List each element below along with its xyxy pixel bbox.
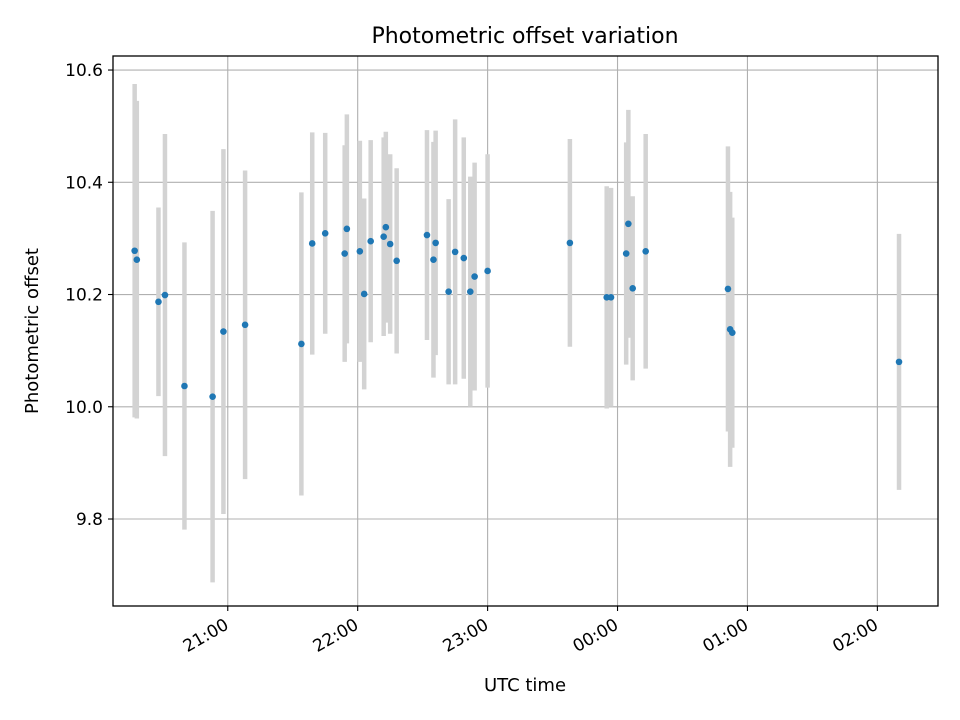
grid-lines — [113, 56, 938, 606]
data-point — [466, 288, 474, 296]
x-tick-label: 23:00 — [440, 615, 492, 657]
y-axis-label: Photometric offset — [22, 248, 43, 414]
data-point — [131, 247, 138, 255]
y-tick-label: 10.6 — [65, 61, 103, 81]
data-point — [471, 273, 478, 280]
data-point — [181, 382, 188, 390]
chart-title: Photometric offset variation — [371, 24, 678, 49]
x-axis-ticks: 21:00 22:00 23:00 00:00 01:00 02:00 — [180, 606, 882, 657]
data-point — [728, 329, 736, 336]
data-point — [209, 393, 216, 400]
error-bars — [132, 84, 902, 583]
data-point — [133, 256, 141, 264]
data-point — [423, 231, 431, 239]
data-point — [161, 291, 169, 299]
data-point — [155, 298, 162, 306]
data-point — [460, 254, 468, 262]
data-point — [484, 267, 491, 275]
data-point — [360, 290, 368, 298]
data-point — [341, 250, 348, 257]
x-tick-label: 21:00 — [180, 615, 232, 657]
data-points — [131, 220, 903, 400]
data-point — [607, 294, 615, 301]
y-tick-label: 10.0 — [65, 398, 103, 418]
x-tick-label: 02:00 — [829, 615, 881, 657]
data-point — [367, 237, 374, 245]
data-point — [343, 225, 351, 233]
data-point — [220, 328, 227, 335]
data-point — [625, 220, 632, 228]
x-tick-label: 01:00 — [700, 615, 752, 657]
plot-frame — [112, 55, 939, 607]
data-point — [432, 239, 439, 247]
x-axis-label: UTC time — [484, 675, 566, 696]
data-point — [642, 248, 649, 255]
data-point — [298, 340, 305, 348]
y-tick-label: 10.2 — [65, 286, 103, 306]
data-point — [321, 230, 329, 237]
data-point — [629, 285, 636, 292]
data-point — [386, 240, 394, 248]
data-point — [895, 358, 903, 366]
data-point — [445, 288, 452, 296]
data-point — [566, 239, 574, 247]
data-point — [308, 240, 316, 247]
data-point — [622, 250, 630, 257]
x-tick-label: 00:00 — [570, 615, 622, 657]
data-point — [393, 257, 400, 265]
data-point — [382, 223, 390, 231]
data-point — [430, 256, 437, 264]
x-tick-label: 22:00 — [310, 615, 362, 657]
data-point — [451, 248, 459, 256]
data-point — [241, 321, 249, 329]
y-tick-label: 10.4 — [65, 173, 103, 193]
y-axis-ticks: 9.8 10.0 10.2 10.4 10.6 — [65, 61, 113, 530]
data-point — [724, 285, 732, 293]
y-tick-label: 9.8 — [76, 510, 103, 530]
data-point — [356, 248, 364, 255]
data-point — [380, 233, 387, 241]
